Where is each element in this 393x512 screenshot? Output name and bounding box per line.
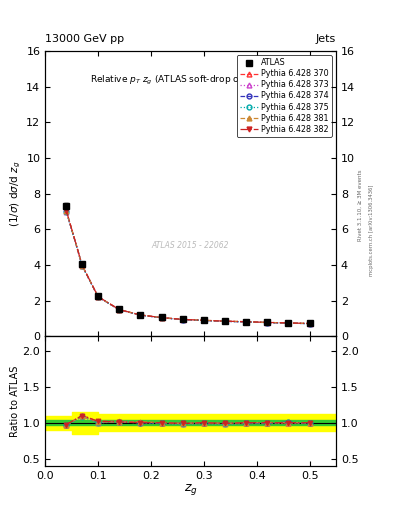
Text: mcplots.cern.ch [arXiv:1306.3436]: mcplots.cern.ch [arXiv:1306.3436]	[369, 185, 375, 276]
Text: Rivet 3.1.10, ≥ 3M events: Rivet 3.1.10, ≥ 3M events	[358, 169, 363, 241]
Y-axis label: $(1/\sigma)$ d$\sigma$/d $z_g$: $(1/\sigma)$ d$\sigma$/d $z_g$	[9, 161, 24, 227]
Text: Jets: Jets	[316, 33, 336, 44]
Y-axis label: Ratio to ATLAS: Ratio to ATLAS	[10, 366, 20, 437]
Text: ATLAS 2015 - 22062: ATLAS 2015 - 22062	[152, 241, 230, 249]
Text: 13000 GeV pp: 13000 GeV pp	[45, 33, 124, 44]
X-axis label: $z_g$: $z_g$	[184, 482, 198, 497]
Legend: ATLAS, Pythia 6.428 370, Pythia 6.428 373, Pythia 6.428 374, Pythia 6.428 375, P: ATLAS, Pythia 6.428 370, Pythia 6.428 37…	[237, 55, 332, 137]
Text: Relative $p_T$ $z_g$ (ATLAS soft-drop observables): Relative $p_T$ $z_g$ (ATLAS soft-drop ob…	[90, 74, 292, 87]
